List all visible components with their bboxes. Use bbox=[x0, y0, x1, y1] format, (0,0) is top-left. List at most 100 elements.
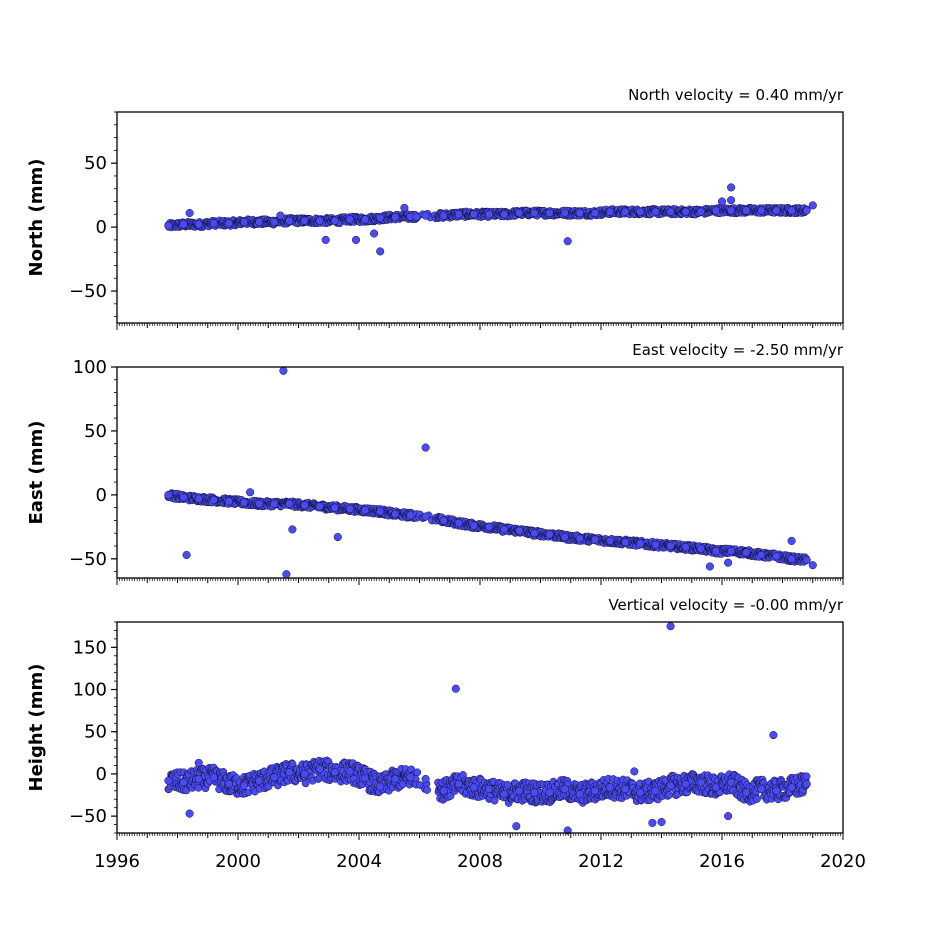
height-data-point bbox=[185, 809, 194, 818]
height-data-point bbox=[485, 785, 494, 794]
east-data-point bbox=[224, 497, 233, 506]
east-data-point bbox=[246, 488, 255, 497]
east-yticks: 100 50 0 −50 bbox=[69, 357, 117, 573]
height-xtick-label: 2004 bbox=[336, 851, 382, 872]
east-data-point bbox=[333, 533, 342, 542]
north-data-point bbox=[270, 217, 279, 227]
north-data-point bbox=[621, 207, 630, 216]
height-data-point bbox=[315, 764, 324, 773]
north-data-point bbox=[412, 212, 421, 221]
east-data-point bbox=[406, 511, 415, 520]
panel-east: East velocity = -2.50 mm/yr East (mm) 10… bbox=[26, 341, 844, 585]
height-data-point bbox=[421, 774, 430, 784]
east-data-point bbox=[315, 502, 324, 511]
height-data-point bbox=[757, 785, 766, 794]
east-data-point bbox=[696, 544, 705, 553]
east-data-point bbox=[590, 535, 599, 544]
height-trend-point bbox=[802, 772, 811, 781]
east-data-point bbox=[787, 554, 796, 563]
height-xtick-label: 2008 bbox=[457, 851, 503, 872]
height-xtick-label: 2000 bbox=[215, 851, 261, 872]
east-data-point bbox=[288, 525, 297, 534]
height-data-point bbox=[630, 767, 639, 776]
east-data-point bbox=[575, 534, 584, 543]
east-data-point bbox=[500, 525, 509, 534]
height-trend-point bbox=[423, 786, 431, 794]
north-data-point bbox=[454, 210, 463, 219]
height-data-point bbox=[742, 788, 751, 797]
height-ytick-label: −50 bbox=[69, 806, 107, 827]
east-data-point bbox=[439, 516, 448, 525]
east-data-point bbox=[711, 547, 720, 556]
north-data-point bbox=[179, 220, 188, 229]
height-xtick-label: 2016 bbox=[699, 851, 745, 872]
north-axes-frame bbox=[116, 111, 844, 324]
height-data-point bbox=[361, 774, 370, 783]
east-data-point bbox=[282, 570, 291, 579]
east-data-point bbox=[391, 510, 400, 519]
height-data-point bbox=[285, 768, 294, 777]
height-xtick-label: 2020 bbox=[820, 851, 866, 872]
height-data-point bbox=[787, 783, 796, 792]
height-data-point bbox=[681, 779, 690, 789]
height-data-point bbox=[727, 778, 736, 787]
north-data-point bbox=[651, 207, 660, 216]
height-data-point bbox=[512, 822, 521, 831]
east-data-point bbox=[182, 550, 191, 560]
panel-height: Vertical velocity = -0.00 mm/yr Height (… bbox=[26, 596, 866, 872]
north-data-point bbox=[351, 235, 361, 244]
height-data-point bbox=[194, 774, 203, 784]
north-data-point bbox=[330, 216, 339, 225]
north-data-point bbox=[563, 237, 572, 246]
east-velocity-label: East velocity = -2.50 mm/yr bbox=[632, 341, 844, 359]
east-ytick-label: −50 bbox=[69, 549, 107, 570]
north-velocity-label: North velocity = 0.40 mm/yr bbox=[628, 86, 844, 104]
height-trend-point bbox=[753, 795, 761, 803]
east-data-point bbox=[285, 499, 294, 508]
height-data-point bbox=[500, 790, 509, 799]
height-data-point bbox=[545, 788, 554, 797]
north-ytick-label: −50 bbox=[69, 281, 107, 302]
height-yticks: 150 100 50 0 −50 bbox=[69, 621, 117, 834]
east-data-point bbox=[300, 501, 309, 510]
east-data-point bbox=[621, 538, 630, 547]
east-ytick-label: 0 bbox=[96, 485, 107, 506]
east-data-point bbox=[757, 550, 766, 560]
north-data-point bbox=[666, 207, 675, 216]
height-xtick-label: 2012 bbox=[578, 851, 624, 872]
height-data-point bbox=[300, 769, 309, 778]
east-points bbox=[164, 366, 817, 579]
north-data-point bbox=[315, 216, 324, 225]
east-data-point bbox=[808, 561, 817, 570]
east-axes-frame bbox=[116, 366, 844, 579]
height-ylabel: Height (mm) bbox=[26, 664, 47, 792]
east-data-point bbox=[209, 495, 218, 505]
north-data-point bbox=[727, 196, 736, 205]
north-data-point bbox=[515, 208, 524, 218]
height-data-point bbox=[164, 776, 173, 785]
height-data-point bbox=[696, 778, 705, 787]
north-data-point bbox=[255, 217, 264, 227]
east-data-point bbox=[194, 494, 203, 503]
height-data-point bbox=[209, 773, 218, 782]
north-data-point bbox=[560, 208, 569, 218]
north-data-point bbox=[575, 208, 584, 218]
height-trend-point bbox=[665, 790, 674, 799]
north-data-point bbox=[606, 207, 615, 216]
north-data-point bbox=[757, 206, 766, 215]
height-data-point bbox=[454, 779, 463, 789]
height-velocity-label: Vertical velocity = -0.00 mm/yr bbox=[608, 596, 843, 614]
north-data-point bbox=[711, 206, 720, 215]
north-data-point bbox=[681, 207, 690, 216]
north-data-point bbox=[530, 208, 539, 218]
height-data-point bbox=[666, 781, 675, 790]
north-data-point bbox=[545, 208, 554, 218]
north-data-point bbox=[164, 221, 173, 230]
east-data-point bbox=[681, 543, 690, 552]
east-data-point bbox=[345, 504, 354, 513]
height-data-point bbox=[530, 788, 539, 797]
north-data-point bbox=[808, 201, 817, 210]
north-data-point bbox=[727, 206, 736, 215]
east-data-point bbox=[515, 526, 524, 535]
